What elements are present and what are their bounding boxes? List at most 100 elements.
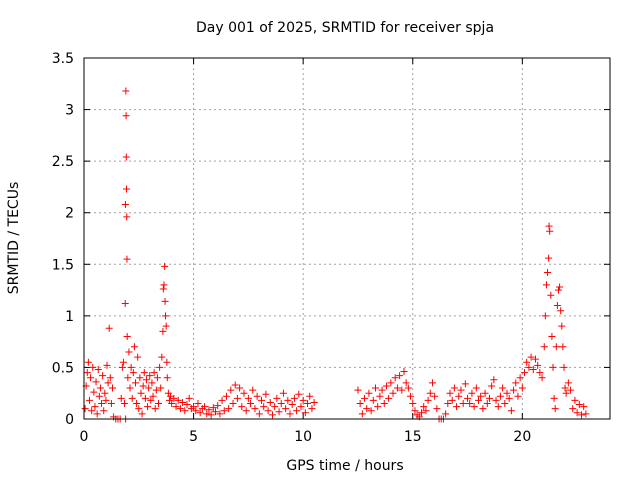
- data-point: [229, 400, 237, 408]
- data-point: [81, 405, 89, 413]
- x-tick-label: 15: [404, 429, 422, 445]
- y-tick-label: 2.5: [52, 154, 74, 170]
- data-point: [422, 407, 430, 415]
- x-tick-label: 0: [80, 429, 89, 445]
- y-tick-label: 0: [65, 412, 74, 428]
- data-point: [145, 384, 153, 392]
- data-point: [236, 384, 244, 392]
- data-point: [361, 394, 369, 402]
- data-point: [578, 411, 586, 419]
- data-point: [84, 358, 92, 366]
- data-point: [132, 379, 140, 387]
- data-point: [387, 379, 395, 387]
- data-point: [548, 332, 556, 340]
- data-point: [512, 379, 520, 387]
- data-point: [170, 394, 178, 402]
- data-point: [128, 394, 136, 402]
- data-point: [516, 374, 524, 382]
- data-point: [557, 307, 565, 315]
- data-point: [155, 400, 163, 408]
- data-point: [99, 372, 107, 380]
- data-point: [136, 374, 144, 382]
- data-point: [123, 255, 131, 263]
- data-point: [551, 405, 559, 413]
- y-tick-label: 1: [65, 309, 74, 325]
- data-point: [286, 410, 294, 418]
- data-point: [156, 363, 164, 371]
- data-point: [488, 382, 496, 390]
- data-point: [391, 374, 399, 382]
- data-point: [290, 394, 298, 402]
- data-point: [266, 398, 274, 406]
- data-point: [560, 363, 568, 371]
- data-point: [161, 262, 169, 270]
- data-point: [122, 112, 130, 120]
- data-point: [101, 389, 109, 397]
- data-point: [105, 324, 113, 332]
- data-point: [431, 392, 439, 400]
- grid-lines: [84, 58, 610, 419]
- data-point: [446, 389, 454, 397]
- data-point: [538, 374, 546, 382]
- data-point: [207, 411, 215, 419]
- data-point: [282, 405, 290, 413]
- data-point: [374, 403, 382, 411]
- data-point: [279, 389, 287, 397]
- data-point: [567, 386, 575, 394]
- data-point: [380, 400, 388, 408]
- data-point: [444, 400, 452, 408]
- data-point: [194, 400, 202, 408]
- data-point: [119, 358, 127, 366]
- data-point: [123, 332, 131, 340]
- data-point: [389, 389, 397, 397]
- data-point: [212, 408, 219, 416]
- data-point: [225, 405, 233, 413]
- data-point: [144, 403, 152, 411]
- data-point: [209, 404, 217, 412]
- plot-frame: [83, 57, 611, 420]
- data-point: [89, 363, 97, 371]
- data-point: [134, 353, 142, 361]
- data-point: [153, 374, 161, 382]
- data-point: [485, 394, 493, 402]
- data-point: [310, 398, 318, 406]
- data-point: [121, 200, 129, 208]
- data-point: [376, 392, 384, 400]
- data-point: [507, 407, 515, 415]
- data-point: [418, 409, 426, 417]
- data-point: [541, 312, 549, 320]
- data-point: [531, 355, 539, 363]
- data-point: [284, 396, 292, 404]
- data-point: [126, 384, 134, 392]
- data-point: [448, 396, 456, 404]
- data-point: [262, 390, 270, 398]
- data-point: [83, 369, 91, 377]
- data-point: [496, 392, 504, 400]
- data-point: [220, 407, 228, 415]
- data-point: [192, 407, 200, 415]
- data-point: [139, 382, 147, 390]
- data-point: [227, 386, 235, 394]
- data-point: [503, 389, 511, 397]
- x-tick-label: 20: [513, 429, 531, 445]
- data-point: [378, 386, 386, 394]
- data-point: [356, 400, 364, 408]
- data-point: [146, 372, 154, 380]
- data-point: [398, 386, 406, 394]
- data-point: [244, 394, 252, 402]
- data-point: [121, 299, 129, 307]
- data-point: [363, 405, 371, 413]
- data-point: [94, 365, 102, 373]
- data-point: [553, 302, 561, 310]
- data-point: [297, 403, 305, 411]
- data-point: [158, 353, 166, 361]
- data-point: [475, 396, 482, 404]
- data-point: [561, 384, 569, 392]
- data-point: [459, 400, 467, 408]
- data-points: [81, 87, 590, 423]
- data-point: [479, 405, 487, 413]
- data-point: [125, 348, 133, 356]
- data-point: [442, 410, 450, 418]
- data-point: [92, 378, 100, 386]
